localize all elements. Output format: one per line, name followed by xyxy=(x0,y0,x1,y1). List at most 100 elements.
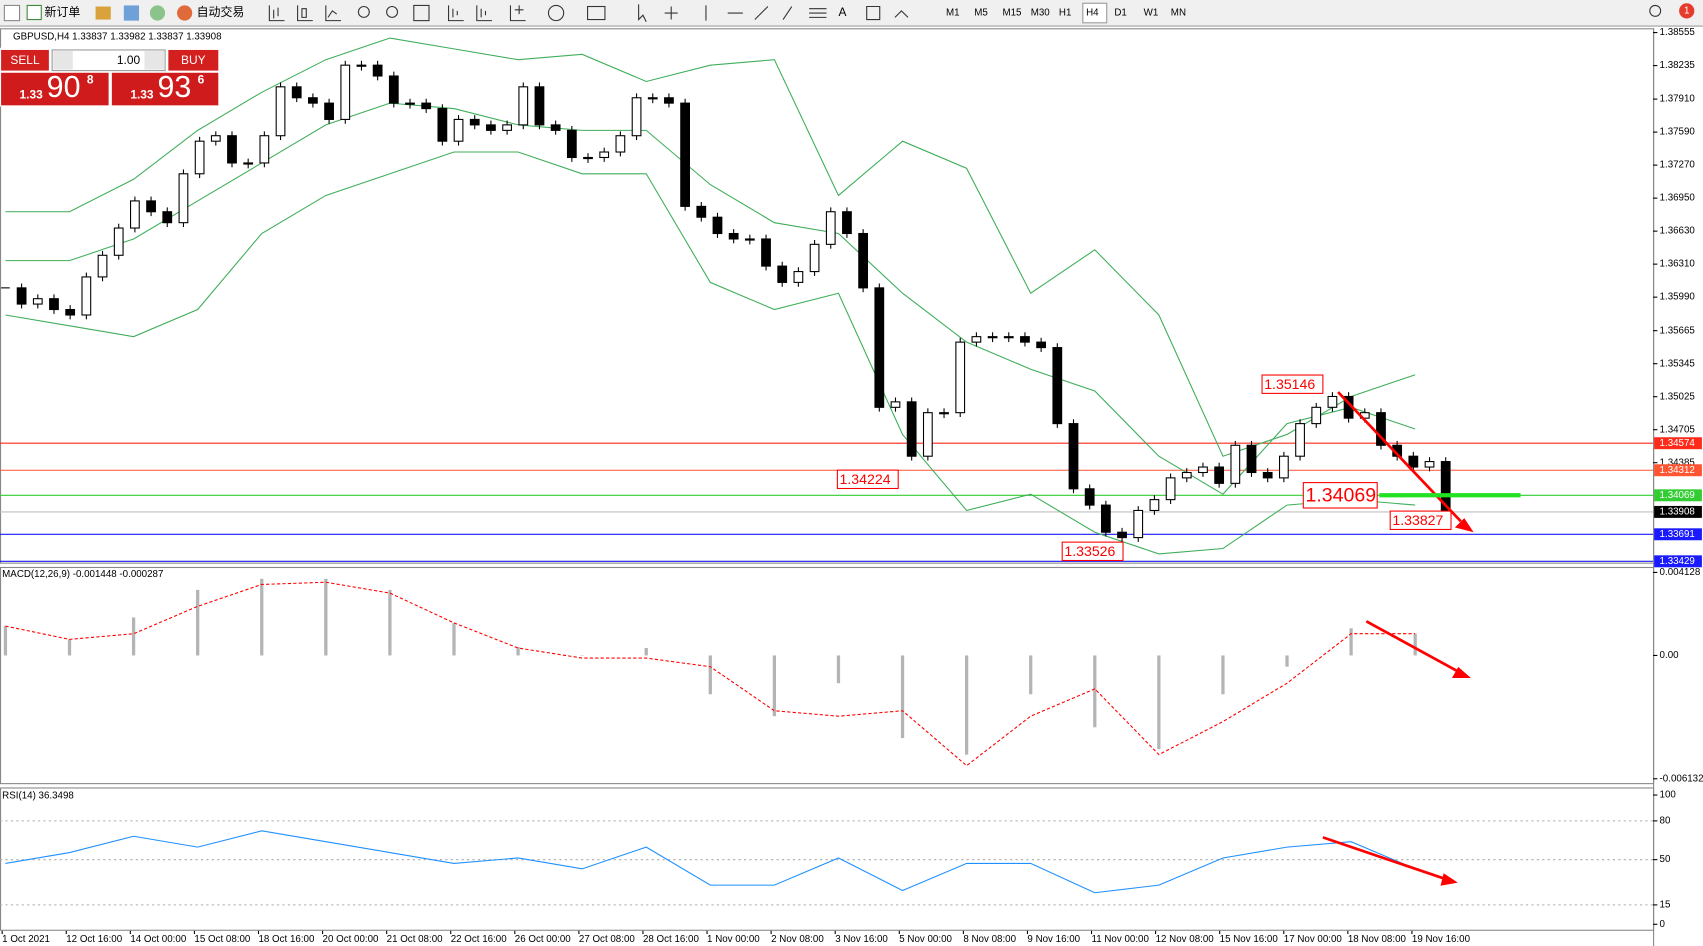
x-tick-label: 12 Nov 08:00 xyxy=(1156,934,1215,945)
candle xyxy=(1230,444,1241,484)
sell-label[interactable]: SELL xyxy=(10,53,40,67)
icon[interactable] xyxy=(297,5,313,22)
candle xyxy=(971,336,982,343)
macd-bar xyxy=(324,578,328,656)
icon[interactable] xyxy=(866,5,881,21)
y-tick-label: 1.37910 xyxy=(1660,94,1696,105)
timeframes: M1 M5 M15 M30 H1 H4 D1 W1 MN xyxy=(946,2,1186,24)
timeframe[interactable]: W1 xyxy=(1144,8,1159,19)
y-tick-label: 1.35665 xyxy=(1660,325,1696,336)
y-tick-label: 1.36630 xyxy=(1660,226,1696,237)
macd-bar xyxy=(1093,655,1097,728)
notification-badge[interactable] xyxy=(1679,3,1695,19)
x-tick-label: 3 Nov 16:00 xyxy=(835,934,888,945)
y-tick-label: 1.35025 xyxy=(1660,391,1696,402)
icon[interactable] xyxy=(413,4,430,22)
x-tick-label: 15 Nov 16:00 xyxy=(1220,934,1279,945)
y-tick-label: 0.00 xyxy=(1660,650,1680,661)
icon[interactable] xyxy=(357,5,370,18)
icon[interactable] xyxy=(664,6,678,20)
lots-up[interactable] xyxy=(144,51,165,70)
candle xyxy=(1198,466,1208,474)
icon[interactable] xyxy=(705,5,827,21)
lots-input[interactable] xyxy=(51,49,166,72)
icon[interactable] xyxy=(476,5,493,22)
timeframe[interactable]: M15 xyxy=(1002,8,1022,19)
y-tick-label: 1.38555 xyxy=(1660,27,1696,38)
timeframe[interactable]: D1 xyxy=(1114,8,1126,19)
macd-bar xyxy=(1221,655,1225,695)
x-tick-label: 26 Oct 00:00 xyxy=(515,934,571,945)
new-order[interactable]: 新订单 xyxy=(45,4,81,19)
arrow xyxy=(1337,391,1462,523)
level-tag xyxy=(1654,528,1702,541)
timeframe[interactable]: H4 xyxy=(1086,8,1099,19)
search-icon[interactable] xyxy=(1649,4,1662,17)
candle xyxy=(825,211,836,245)
auto-trading[interactable]: 自动交易 xyxy=(197,4,245,19)
candle xyxy=(664,97,674,104)
timeframe[interactable]: M1 xyxy=(946,8,960,19)
new-order-icon[interactable] xyxy=(26,4,42,21)
candle xyxy=(744,238,755,241)
timeframe[interactable]: MN xyxy=(1171,8,1186,19)
sell-price-box[interactable] xyxy=(1,72,109,106)
lots-down[interactable] xyxy=(53,51,73,70)
icon[interactable] xyxy=(509,5,526,22)
icon[interactable] xyxy=(325,5,342,22)
sell-price-prefix: 1.33 xyxy=(20,88,44,102)
x-tick-label: 17 Nov 00:00 xyxy=(1284,934,1343,945)
macd-pane xyxy=(0,566,1655,785)
price-annotation-box xyxy=(1061,541,1124,562)
auto-trading-icon[interactable] xyxy=(177,5,193,21)
candle xyxy=(1165,477,1176,501)
timeframe[interactable]: M30 xyxy=(1031,8,1051,19)
icon[interactable] xyxy=(149,5,166,21)
text-tool[interactable]: A xyxy=(838,5,846,19)
arrow xyxy=(1365,620,1459,673)
y-tick-label: 1.35345 xyxy=(1660,358,1696,369)
icon[interactable] xyxy=(448,5,464,22)
y-tick-label: 0 xyxy=(1660,919,1666,930)
candle xyxy=(16,287,27,305)
candle xyxy=(518,86,529,126)
x-tick-label: 18 Oct 16:00 xyxy=(258,934,314,945)
icon[interactable] xyxy=(894,10,909,18)
timeframe[interactable]: M5 xyxy=(974,8,988,19)
icon[interactable] xyxy=(386,5,399,18)
candle xyxy=(599,151,610,159)
candle xyxy=(210,135,221,142)
candle xyxy=(469,118,480,126)
arrowhead xyxy=(1454,518,1474,533)
icon[interactable] xyxy=(123,5,140,21)
timeframe[interactable]: H1 xyxy=(1059,8,1071,19)
candle xyxy=(1376,412,1386,446)
macd-bar xyxy=(900,655,905,739)
candle xyxy=(437,108,448,142)
candle xyxy=(1262,471,1273,479)
buy-price-sup: 6 xyxy=(198,73,205,87)
candle xyxy=(356,64,367,67)
y-tick-label: 80 xyxy=(1660,815,1671,826)
candle xyxy=(696,205,707,218)
sell-button[interactable] xyxy=(1,49,49,71)
lots-value[interactable]: 1.00 xyxy=(117,53,141,67)
buy-label[interactable]: BUY xyxy=(181,53,206,67)
buy-button[interactable] xyxy=(168,49,219,71)
candle xyxy=(1408,455,1419,468)
icon[interactable] xyxy=(95,6,111,20)
candle xyxy=(647,97,658,100)
icon[interactable] xyxy=(3,4,21,22)
candle xyxy=(49,298,59,311)
candle xyxy=(486,124,496,131)
icon[interactable] xyxy=(547,4,565,22)
icon[interactable] xyxy=(638,4,647,22)
candle xyxy=(243,162,254,165)
candle xyxy=(388,75,399,104)
candle xyxy=(1020,336,1030,343)
icon[interactable] xyxy=(587,5,606,21)
buy-price-box[interactable] xyxy=(111,72,219,106)
icon[interactable] xyxy=(268,5,285,22)
candle xyxy=(1100,504,1111,533)
candle xyxy=(1084,488,1095,506)
